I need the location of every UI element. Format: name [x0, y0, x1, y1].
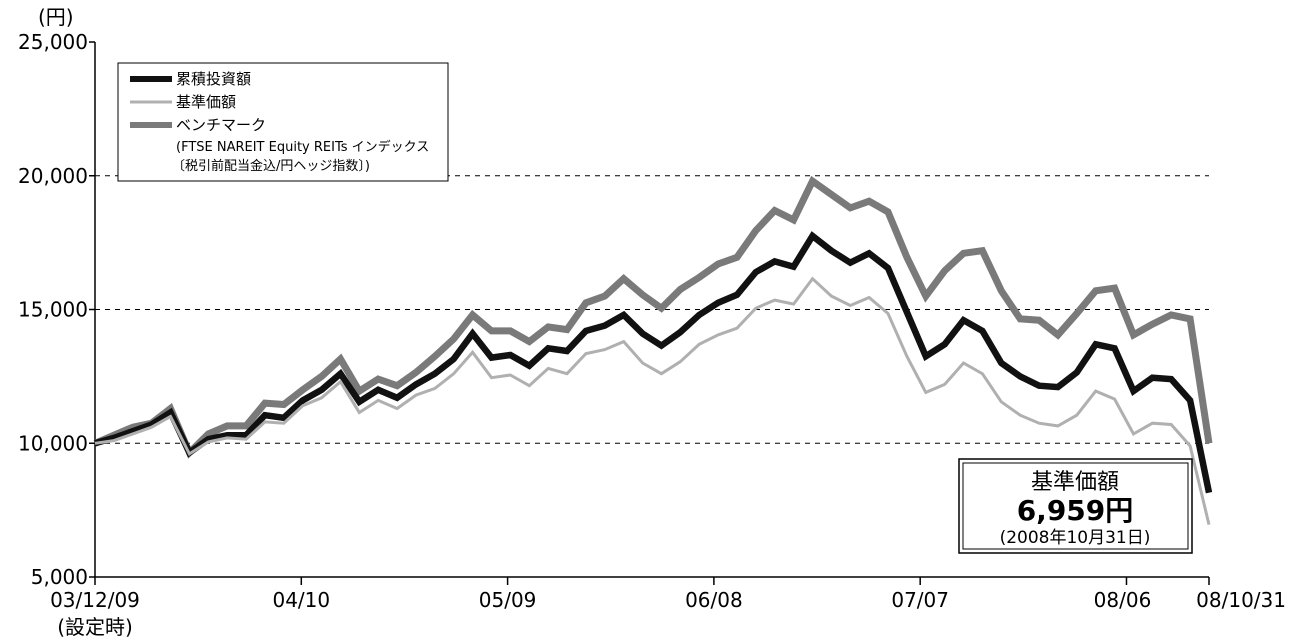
series-line-nav [94, 276, 1211, 525]
x-tick-label: 05/09 [479, 588, 537, 612]
series-line-benchmark [93, 175, 1213, 459]
y-unit-label: (円) [38, 5, 74, 29]
nav-annotation-date: (2008年10月31日) [1000, 528, 1151, 548]
x-tick-label: 08/06 [1094, 588, 1152, 612]
series-lines [93, 175, 1213, 525]
y-tick-label: 15,000 [18, 298, 88, 322]
y-tick-label: 10,000 [18, 431, 88, 455]
x-tick-label: 04/10 [272, 588, 330, 612]
legend-label-cumulative: 累積投資額 [176, 70, 251, 88]
x-ticks: 03/12/09 (設定時) 04/10 05/09 06/08 07/07 08/06 08… [50, 577, 1286, 639]
legend-note-line1: (FTSE NAREIT Equity REITs インデックス [176, 139, 429, 155]
nav-annotation: 基準価額 6,959円 (2008年10月31日) [958, 458, 1193, 554]
x-tick-label: 03/12/09 [50, 588, 140, 612]
series-line-cumulative [94, 231, 1213, 494]
nav-annotation-title: 基準価額 [1031, 470, 1119, 495]
x-tick-label: 08/10/31 [1196, 588, 1286, 612]
x-tick-label: 06/08 [685, 588, 743, 612]
y-tick-label: 25,000 [18, 30, 88, 54]
y-ticks: 25,000 20,000 15,000 10,000 5,000 [18, 30, 95, 589]
legend-box [117, 62, 449, 182]
legend-label-nav: 基準価額 [176, 93, 236, 111]
legend-label-benchmark: ベンチマーク [176, 116, 266, 134]
legend-note-line2: 〔税引前配当金込/円ヘッジ指数〕) [172, 158, 370, 174]
y-tick-label: 5,000 [31, 565, 88, 589]
y-tick-label: 20,000 [18, 164, 88, 188]
x-tick-label: 07/07 [891, 588, 949, 612]
nav-annotation-outer [958, 458, 1193, 554]
nav-annotation-value: 6,959円 [1017, 494, 1134, 527]
legend: 累積投資額 基準価額 ベンチマーク (FTSE NAREIT Equity RE… [117, 62, 449, 182]
nav-annotation-inner [962, 462, 1189, 550]
x-tick-sublabel: (設定時) [57, 615, 133, 639]
